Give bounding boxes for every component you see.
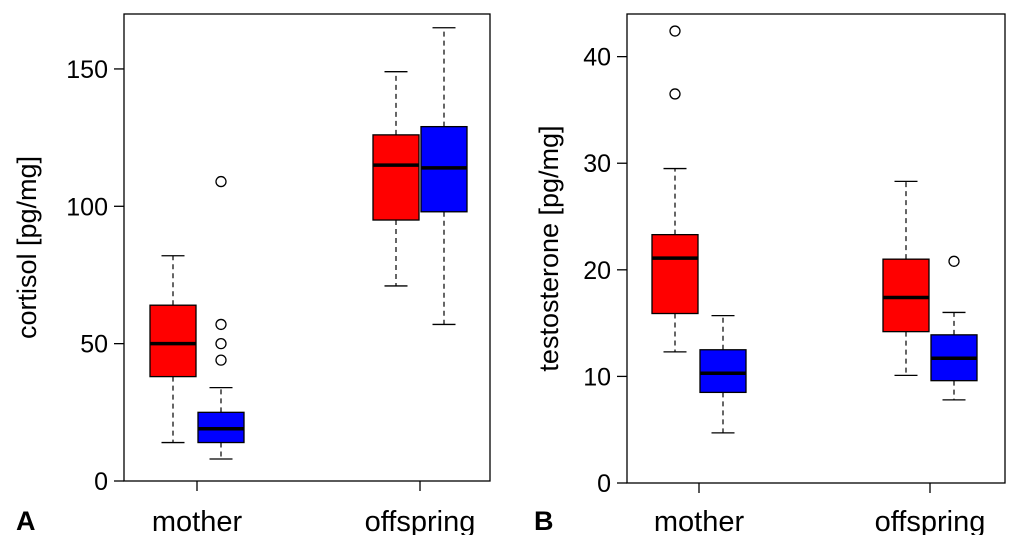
y-tick-label: 30 xyxy=(583,150,611,178)
x-category-label: mother xyxy=(654,506,745,535)
outlier-point xyxy=(948,255,960,267)
outlier-point xyxy=(215,318,227,331)
box-offspring-1 xyxy=(372,71,420,287)
outlier-point xyxy=(215,354,227,366)
box-iqr xyxy=(651,233,699,315)
outlier-point xyxy=(669,88,681,100)
y-axis-title: cortisol [pg/mg] xyxy=(12,156,42,339)
y-axis-title: testosterone [pg/mg] xyxy=(534,125,564,371)
panel-a: 0 50 100 150 cortisol [pg/mg] mother offspring… xyxy=(12,13,491,535)
panel-label: B xyxy=(534,506,554,535)
y-tick-label: 150 xyxy=(66,56,108,84)
box-iqr xyxy=(149,304,197,378)
box-iqr xyxy=(882,258,930,333)
box-mother-1 xyxy=(651,25,699,353)
plot-frame xyxy=(626,13,1006,484)
box-mother-1 xyxy=(149,255,197,444)
box-iqr xyxy=(699,349,747,394)
box-mother-2 xyxy=(197,175,245,460)
x-category-label: mother xyxy=(152,506,243,535)
outlier-point xyxy=(669,25,681,37)
plot-frame xyxy=(123,13,491,482)
y-tick-label: 50 xyxy=(80,331,108,359)
outlier-point xyxy=(215,337,227,350)
box-mother-2 xyxy=(699,315,747,434)
y-tick-label: 40 xyxy=(583,44,611,72)
box-offspring-2 xyxy=(930,255,978,401)
box-iqr xyxy=(372,134,420,221)
box-offspring-1 xyxy=(882,180,930,376)
y-tick-label: 0 xyxy=(597,470,611,498)
box-offspring-2 xyxy=(420,27,468,326)
x-category-label: offspring xyxy=(875,506,986,535)
y-tick-label: 10 xyxy=(583,363,611,391)
outlier-point xyxy=(215,175,227,188)
panel-label: A xyxy=(16,506,36,535)
y-tick-label: 0 xyxy=(94,468,108,496)
y-tick-label: 100 xyxy=(66,193,108,221)
panel-b: 0 10 20 30 40 testosterone [pg/mg] mother offsp… xyxy=(534,13,1006,535)
y-tick-label: 20 xyxy=(583,257,611,285)
x-category-label: offspring xyxy=(365,506,476,535)
